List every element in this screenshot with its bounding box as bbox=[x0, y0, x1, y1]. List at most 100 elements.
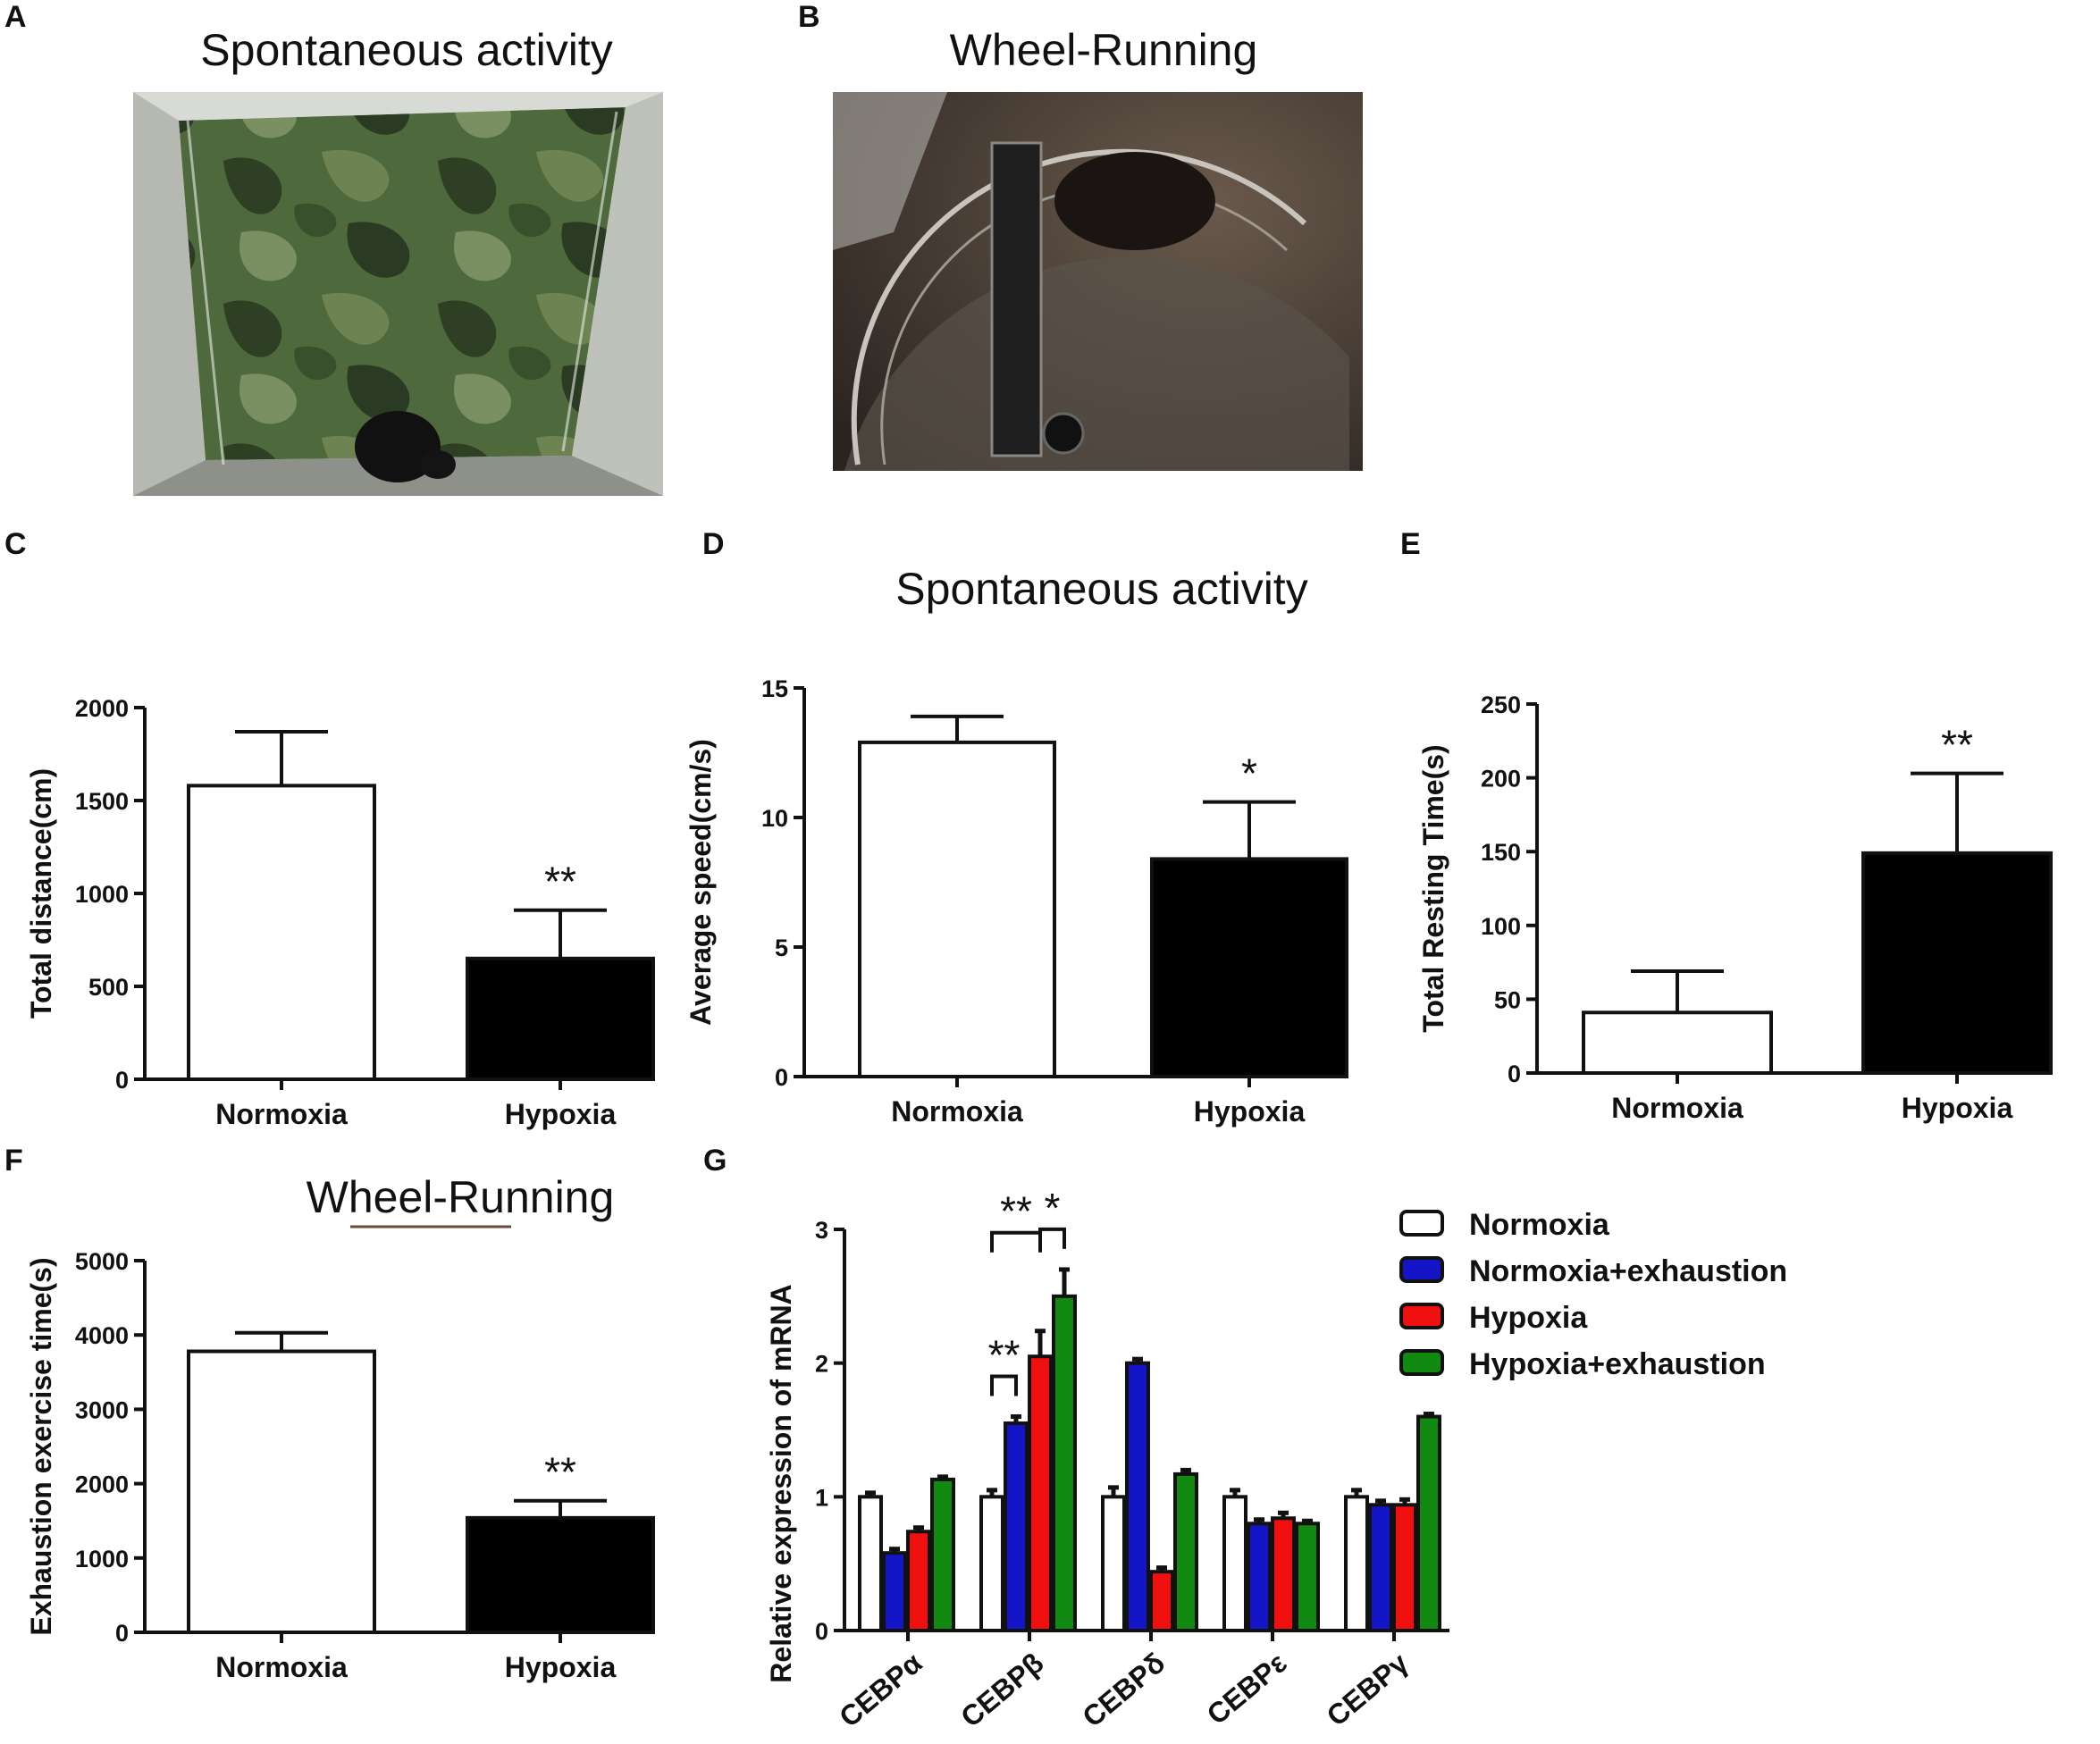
spontaneous-activity-title: Spontaneous activity bbox=[895, 564, 1307, 614]
y-tick-label: 0 bbox=[1508, 1061, 1521, 1087]
y-tick-label: 1000 bbox=[75, 1546, 129, 1572]
x-category-label: Hypoxia bbox=[505, 1651, 617, 1683]
y-tick-label: 150 bbox=[1481, 839, 1521, 866]
x-category-label: Hypoxia bbox=[505, 1098, 617, 1130]
y-tick-label: 0 bbox=[115, 1620, 129, 1647]
significance-mark: ** bbox=[1000, 1188, 1032, 1235]
y-tick-label: 3000 bbox=[75, 1396, 129, 1423]
panel-letter-f: F bbox=[4, 1144, 23, 1178]
bar-normoxia bbox=[187, 1349, 376, 1635]
bar-hypoxia bbox=[1028, 1354, 1053, 1633]
significance-mark: ** bbox=[1941, 722, 1973, 768]
y-tick-label: 1 bbox=[815, 1484, 828, 1511]
x-category-label: CEBPε bbox=[1201, 1647, 1293, 1731]
significance-mark: ** bbox=[988, 1332, 1021, 1379]
x-category-label: Normoxia bbox=[215, 1651, 348, 1683]
y-tick-label: 2000 bbox=[75, 1472, 129, 1498]
y-axis-label: Total Resting Time(s) bbox=[1417, 744, 1449, 1032]
x-category-label: Hypoxia bbox=[1194, 1095, 1306, 1128]
y-tick-label: 2000 bbox=[75, 695, 129, 722]
x-category-label: CEBPα bbox=[833, 1647, 928, 1734]
legend-label: Normoxia+exhaustion bbox=[1469, 1254, 1787, 1288]
panel-letter-e: E bbox=[1400, 527, 1421, 561]
panel-b-title: Wheel-Running bbox=[950, 25, 1258, 75]
y-axis-label: Total distance(cm) bbox=[25, 768, 57, 1019]
y-tick-label: 500 bbox=[88, 974, 129, 1001]
bar-normoxia-exhaustion bbox=[1125, 1361, 1150, 1632]
bar-normoxia bbox=[1222, 1495, 1247, 1633]
bar-hypoxia bbox=[466, 956, 655, 1082]
bar-normoxia bbox=[1582, 1010, 1773, 1075]
y-tick-label: 0 bbox=[815, 1618, 828, 1645]
y-axis-label: Average speed(cm/s) bbox=[685, 739, 717, 1026]
x-category-label: Normoxia bbox=[215, 1098, 348, 1130]
bar-normoxia bbox=[187, 784, 376, 1081]
y-tick-label: 5000 bbox=[75, 1248, 129, 1275]
legend-swatch bbox=[1399, 1210, 1444, 1237]
bar-normoxia-exhaustion bbox=[882, 1551, 907, 1633]
y-tick-label: 5 bbox=[775, 935, 788, 961]
bar-normoxia-exhaustion bbox=[1368, 1503, 1393, 1633]
panel-letter-b: B bbox=[798, 0, 820, 34]
bar-hypoxia bbox=[1271, 1516, 1296, 1633]
bar-hypoxia-exhaustion bbox=[1173, 1472, 1198, 1633]
panel-a-title: Spontaneous activity bbox=[200, 25, 612, 75]
bar-hypoxia bbox=[906, 1530, 931, 1633]
running-wheel-photo bbox=[833, 92, 1363, 471]
bar-hypoxia bbox=[1392, 1503, 1417, 1633]
legend-swatch bbox=[1399, 1303, 1444, 1329]
bar-hypoxia-exhaustion bbox=[1295, 1522, 1320, 1633]
x-category-label: Normoxia bbox=[891, 1095, 1023, 1128]
panel-letter-g: G bbox=[703, 1144, 727, 1178]
y-tick-label: 50 bbox=[1494, 986, 1521, 1013]
bar-hypoxia-exhaustion bbox=[1416, 1414, 1441, 1632]
y-tick-label: 15 bbox=[761, 675, 788, 702]
bar-normoxia bbox=[1344, 1495, 1369, 1633]
y-tick-label: 100 bbox=[1481, 913, 1521, 940]
significance-bracket bbox=[990, 1230, 1042, 1253]
y-tick-label: 1000 bbox=[75, 881, 129, 908]
x-category-label: CEBPδ bbox=[1076, 1647, 1171, 1733]
y-tick-label: 0 bbox=[775, 1064, 788, 1091]
y-tick-label: 250 bbox=[1481, 692, 1521, 718]
significance-bracket bbox=[1038, 1227, 1066, 1249]
bar-normoxia bbox=[858, 740, 1056, 1079]
bar-normoxia bbox=[1101, 1495, 1126, 1633]
legend-label: Hypoxia bbox=[1469, 1301, 1588, 1335]
chart-total-resting-time: 0 50 100 150 200 250 Normoxia Hypoxia ** Total Re… bbox=[1417, 692, 2053, 1124]
bar-normoxia bbox=[979, 1495, 1004, 1633]
bar-normoxia bbox=[858, 1495, 883, 1633]
x-category-label: Normoxia bbox=[1611, 1092, 1743, 1124]
y-tick-label: 3 bbox=[815, 1217, 828, 1244]
bar-normoxia-exhaustion bbox=[1004, 1421, 1029, 1633]
panel-letter-d: D bbox=[702, 527, 725, 561]
y-tick-label: 200 bbox=[1481, 766, 1521, 792]
y-tick-label: 4000 bbox=[75, 1322, 129, 1349]
legend-swatch bbox=[1399, 1256, 1444, 1283]
significance-mark: * bbox=[1241, 750, 1257, 797]
bar-hypoxia bbox=[1149, 1570, 1174, 1632]
x-category-label: CEBPβ bbox=[954, 1647, 1049, 1733]
chart-average-speed: 0 5 10 15 Normoxia Hypoxia * Average speed(cm/s… bbox=[685, 675, 1348, 1128]
panel-letter-c: C bbox=[4, 527, 27, 561]
bar-normoxia-exhaustion bbox=[1247, 1522, 1272, 1633]
bar-hypoxia bbox=[466, 1515, 655, 1634]
significance-mark: ** bbox=[544, 859, 576, 905]
chart-total-distance: 0 500 1000 1500 2000 Normoxia Hypoxia ** Total d… bbox=[25, 695, 655, 1130]
wheel-running-title: Wheel-Running bbox=[307, 1172, 615, 1222]
y-tick-label: 10 bbox=[761, 805, 788, 832]
y-tick-label: 2 bbox=[815, 1351, 828, 1378]
significance-mark: ** bbox=[544, 1449, 576, 1496]
panel-letter-a: A bbox=[4, 0, 27, 34]
y-axis-label: Exhaustion exercise time(s) bbox=[25, 1257, 57, 1635]
y-axis-label: Relative expression of mRNA bbox=[765, 1284, 797, 1682]
significance-bracket bbox=[990, 1374, 1018, 1396]
x-category-label: CEBPγ bbox=[1321, 1647, 1415, 1732]
legend-label: Normoxia bbox=[1469, 1208, 1610, 1242]
legend-swatch bbox=[1399, 1349, 1444, 1376]
x-category-label: Hypoxia bbox=[1902, 1092, 2013, 1124]
significance-mark: * bbox=[1045, 1185, 1061, 1231]
open-field-photo bbox=[133, 92, 663, 496]
